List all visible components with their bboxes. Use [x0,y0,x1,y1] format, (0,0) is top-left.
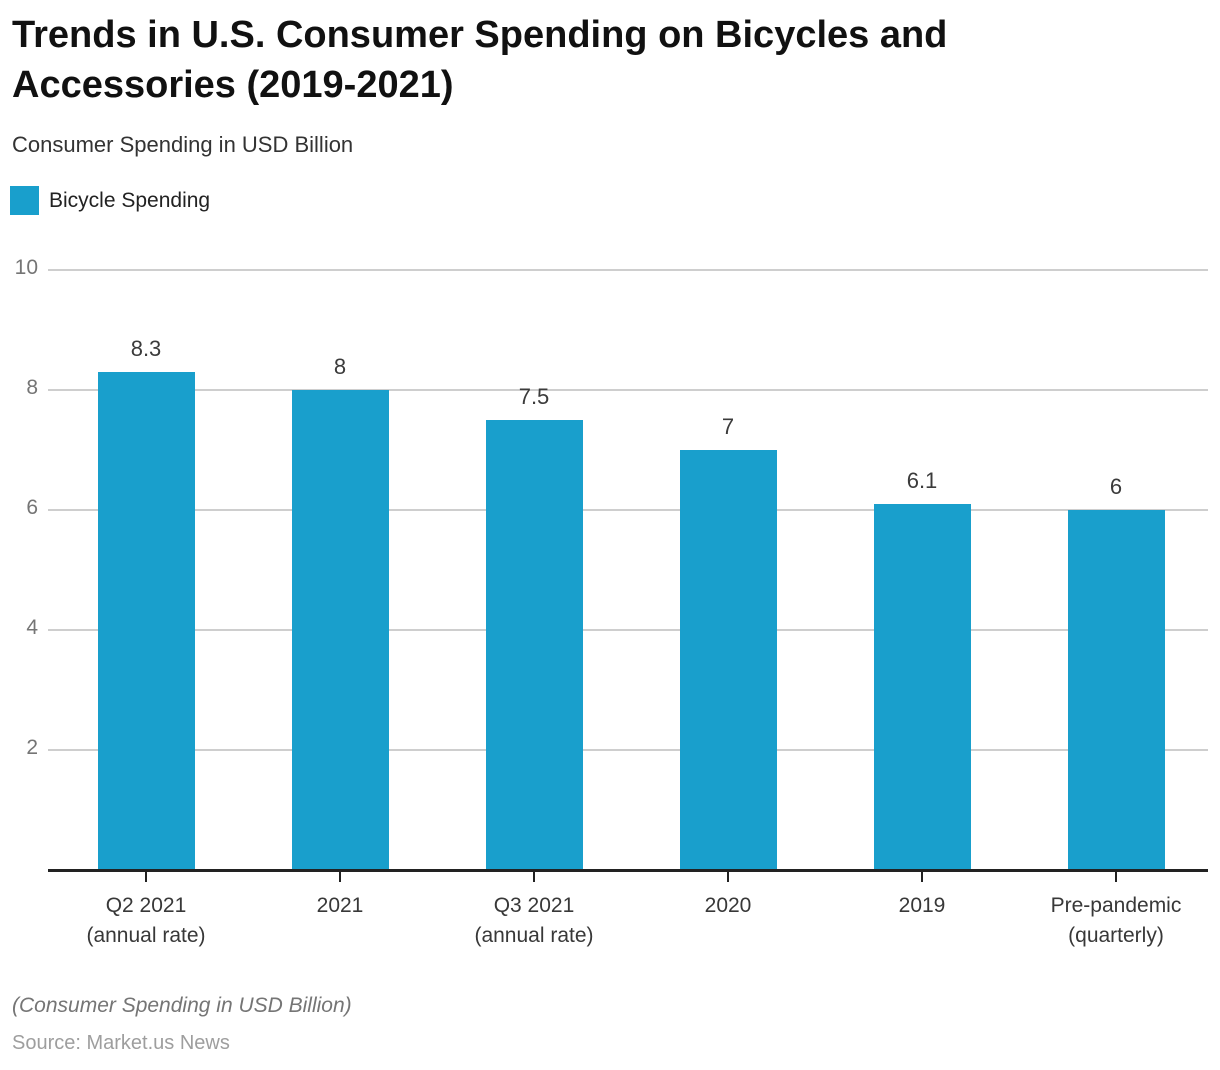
bar-value-label: 7 [721,414,735,439]
x-axis-tick [533,872,535,882]
y-axis-label: 6 [26,496,38,519]
x-axis-tick [1115,872,1117,882]
bar [291,390,389,870]
x-axis-label: 2021 [316,894,364,917]
bar-value-label: 6.1 [906,468,938,493]
x-axis-tick [145,872,147,882]
y-axis-label: 2 [26,736,38,759]
bar [679,450,777,870]
chart-subtitle: Consumer Spending in USD Billion [12,132,354,157]
legend-label: Bicycle Spending [49,188,211,212]
gridline [48,509,1208,511]
bar [1067,510,1165,870]
x-axis-label: Pre-pandemic (quarterly) [1050,894,1182,947]
gridline [48,269,1208,271]
x-axis-tick [339,872,341,882]
chart-title: Trends in U.S. Consumer Spending on Bicy… [12,14,948,107]
x-axis-label: 2019 [898,894,946,917]
gridline [48,629,1208,631]
gridline [48,389,1208,391]
y-axis-label: 10 [14,256,38,279]
x-axis-label: Q2 2021 (annual rate) [86,894,206,947]
bar [97,372,195,870]
bar-value-label: 7.5 [518,384,550,409]
x-axis-tick [727,872,729,882]
bar-value-label: 8.3 [130,336,162,361]
footnote: (Consumer Spending in USD Billion) [12,994,352,1017]
bar-value-label: 8 [333,354,347,379]
x-axis-label: Q3 2021 (annual rate) [474,894,594,947]
x-axis-tick [921,872,923,882]
y-axis-label: 8 [26,376,38,399]
x-axis-baseline [48,869,1208,872]
bar [873,504,971,870]
source-credit: Source: Market.us News [12,1032,230,1054]
legend-swatch-icon [10,186,39,215]
bar-value-label: 6 [1109,474,1123,499]
y-axis-label: 4 [26,616,38,639]
legend: Bicycle Spending [10,186,210,215]
bar [485,420,583,870]
x-axis-label: 2020 [704,894,752,917]
gridline [48,749,1208,751]
